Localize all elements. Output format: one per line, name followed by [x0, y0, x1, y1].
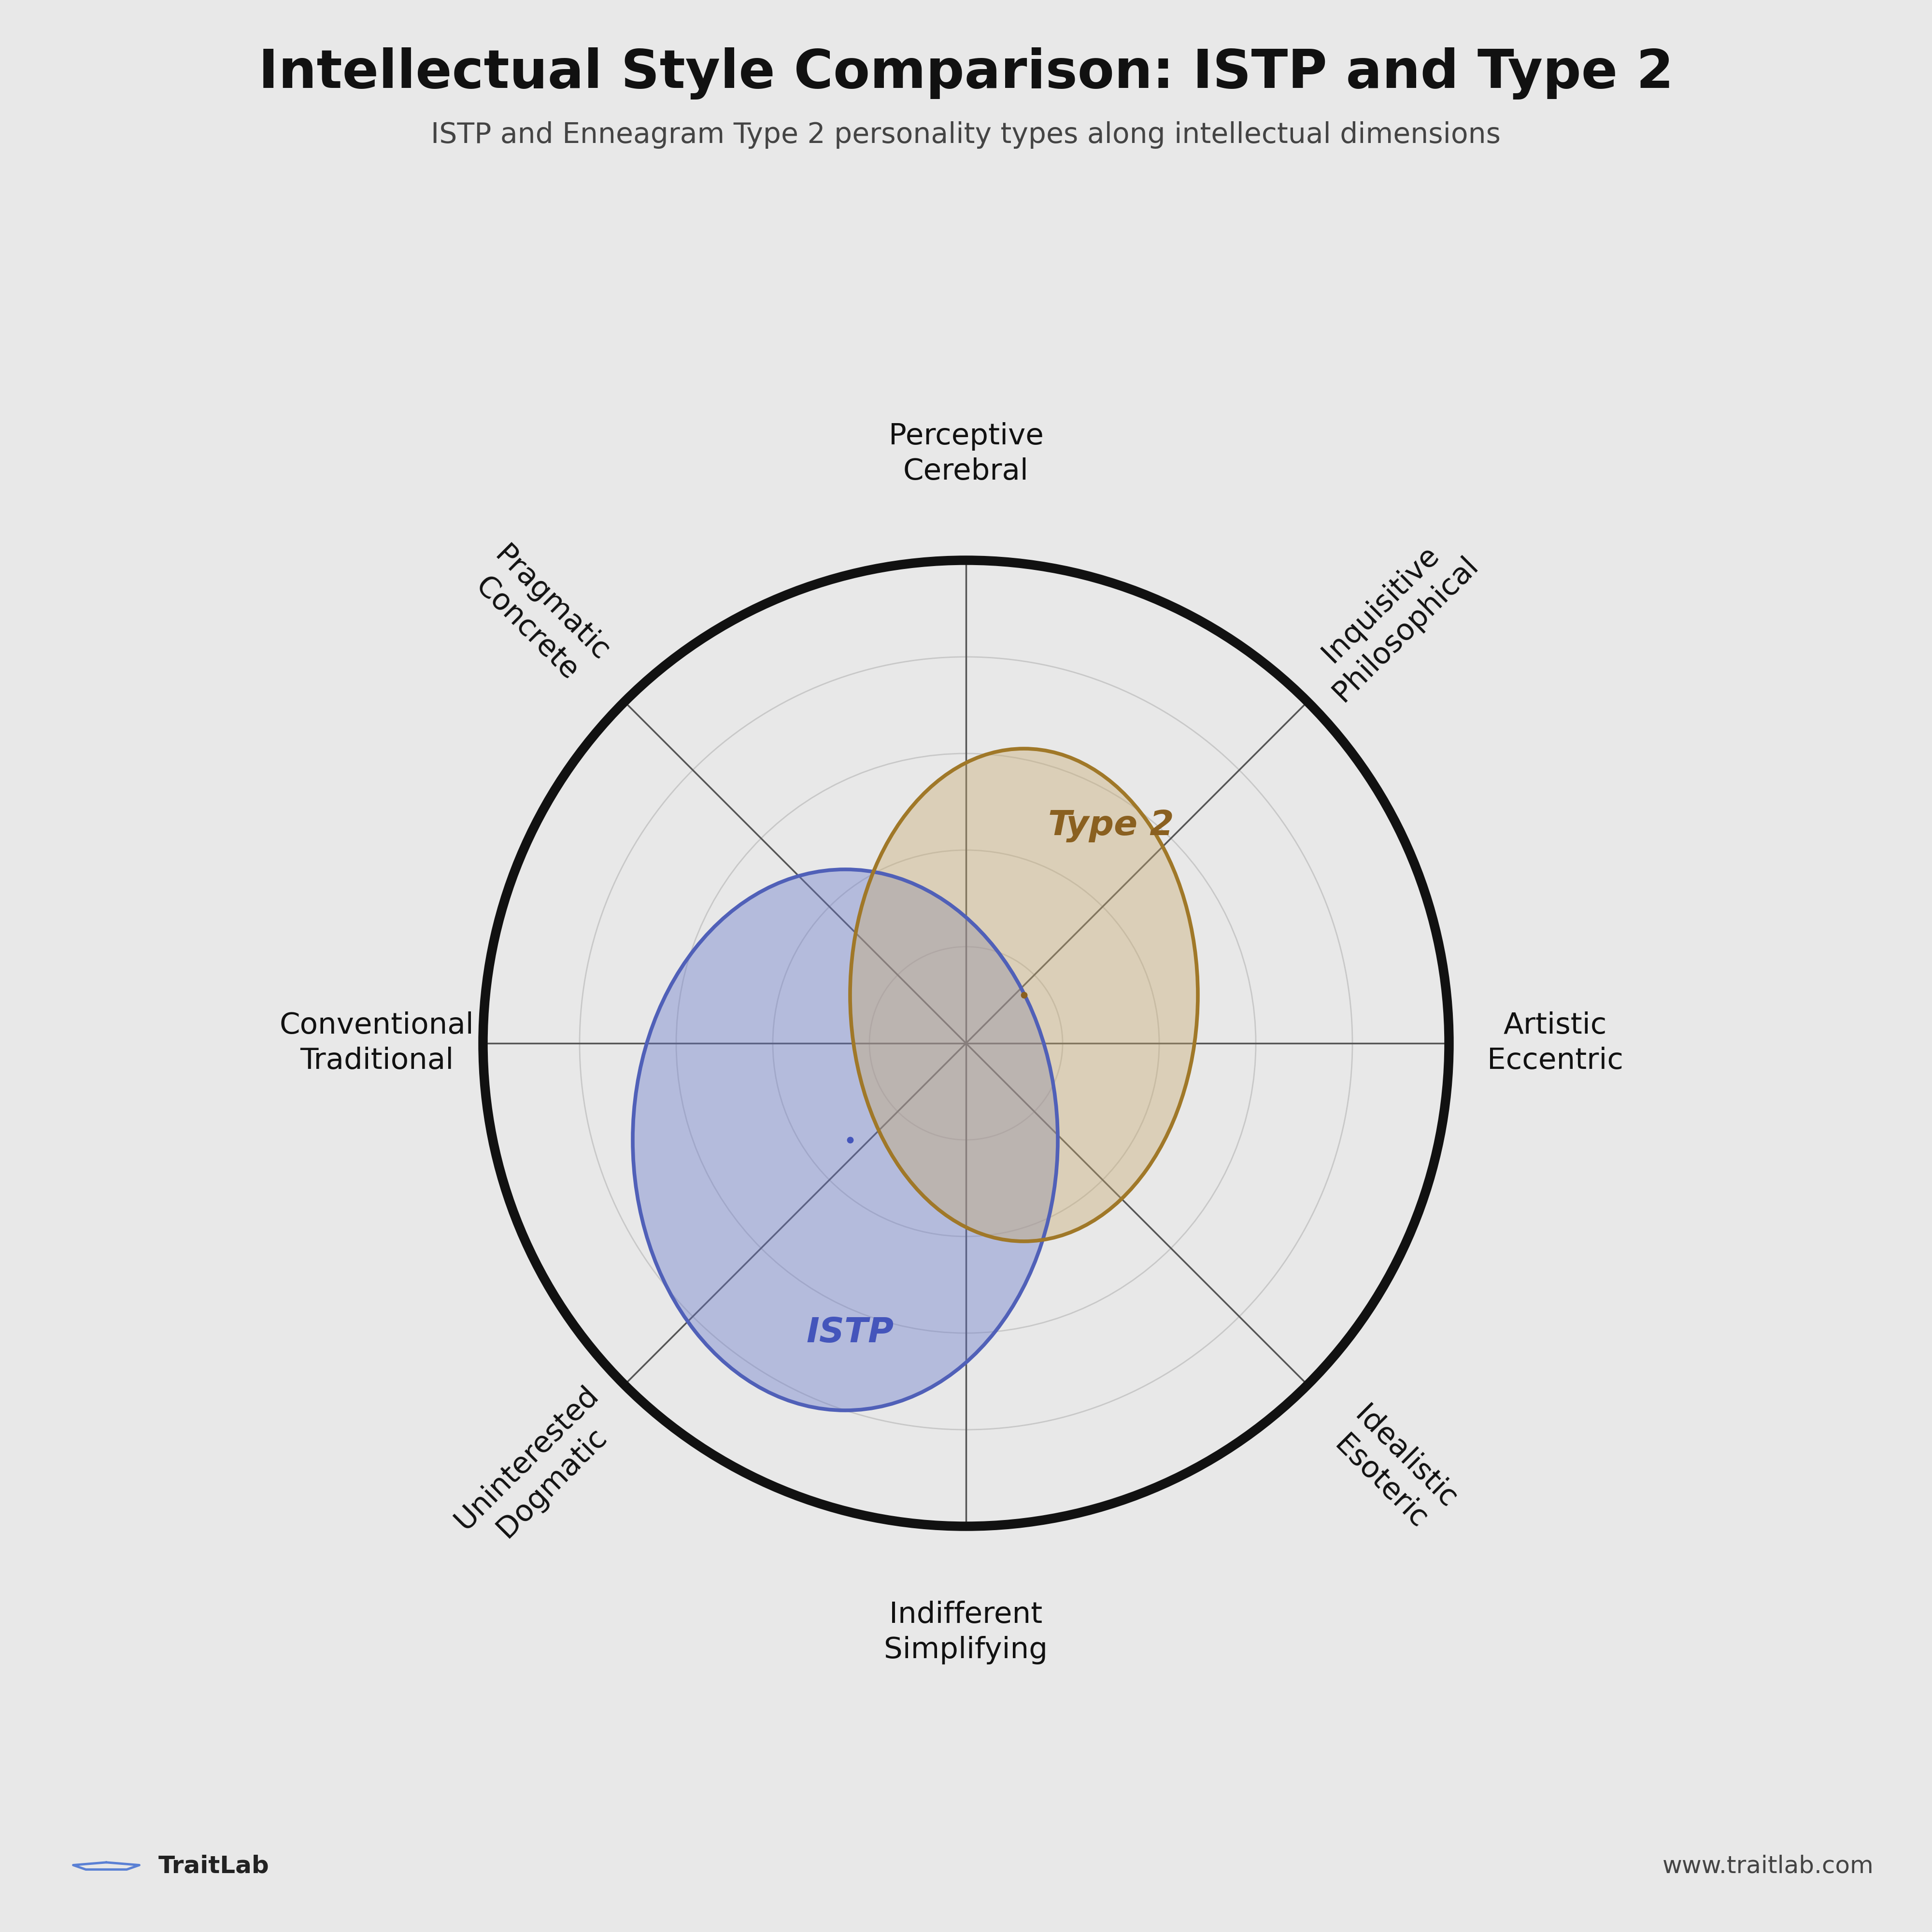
Text: Uninterested
Dogmatic: Uninterested Dogmatic	[450, 1379, 630, 1559]
Text: Indifferent
Simplifying: Indifferent Simplifying	[885, 1602, 1047, 1663]
Text: ISTP and Enneagram Type 2 personality types along intellectual dimensions: ISTP and Enneagram Type 2 personality ty…	[431, 122, 1501, 149]
Text: TraitLab: TraitLab	[158, 1855, 269, 1878]
Text: Intellectual Style Comparison: ISTP and Type 2: Intellectual Style Comparison: ISTP and …	[259, 46, 1673, 99]
Text: Pragmatic
Concrete: Pragmatic Concrete	[464, 541, 614, 692]
Text: Type 2: Type 2	[1047, 810, 1175, 842]
Point	[1009, 980, 1039, 1010]
Text: Conventional
Traditional: Conventional Traditional	[280, 1012, 473, 1074]
Point	[835, 1124, 866, 1155]
Text: Inquisitive
Philosophical: Inquisitive Philosophical	[1302, 526, 1484, 707]
Text: www.traitlab.com: www.traitlab.com	[1663, 1855, 1874, 1878]
Text: Perceptive
Cerebral: Perceptive Cerebral	[889, 423, 1043, 485]
Text: Artistic
Eccentric: Artistic Eccentric	[1488, 1012, 1623, 1074]
Ellipse shape	[632, 869, 1059, 1410]
Text: ISTP: ISTP	[806, 1316, 895, 1350]
Text: Idealistic
Esoteric: Idealistic Esoteric	[1323, 1401, 1463, 1540]
Ellipse shape	[850, 748, 1198, 1242]
